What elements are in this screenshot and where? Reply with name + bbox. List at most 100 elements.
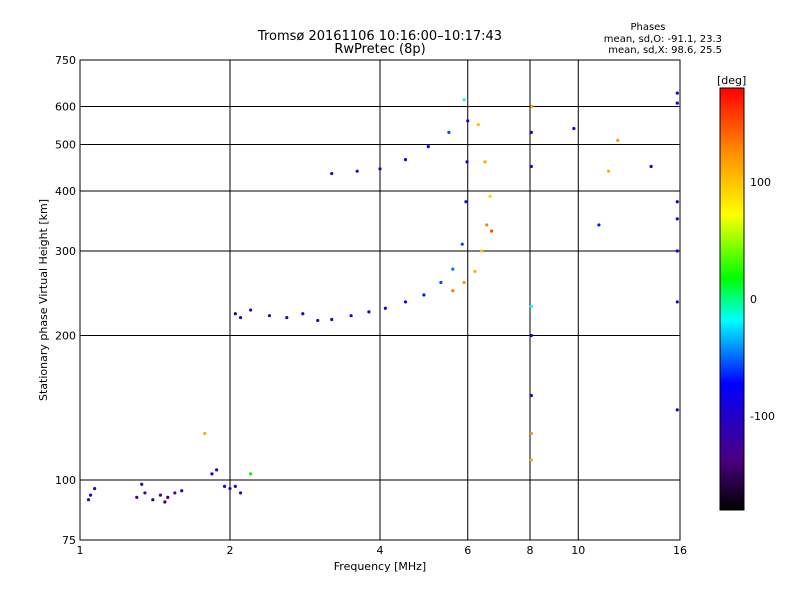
data-point (616, 138, 620, 142)
data-point (439, 280, 443, 285)
y-axis-label: Stationary phase Virtual Height [km] (37, 199, 50, 401)
data-point (355, 169, 359, 173)
x-axis-label: Frequency [MHz] (334, 560, 426, 573)
data-point (529, 431, 533, 436)
data-point (480, 249, 484, 253)
data-point (316, 318, 320, 323)
data-point (233, 484, 237, 488)
data-point (349, 314, 353, 318)
data-point (140, 482, 144, 486)
data-point (330, 317, 334, 322)
scatter-points (86, 91, 679, 504)
colorbar-tick-label: -100 (750, 410, 775, 423)
data-point (462, 280, 466, 285)
y-axis-ticks: 75 100 200 300 400 500 600 750 (55, 54, 76, 547)
data-point (163, 500, 167, 504)
data-point (215, 468, 219, 472)
data-point (203, 431, 207, 436)
y-tick-label: 750 (55, 54, 76, 67)
data-point (93, 486, 97, 491)
grid (80, 60, 680, 540)
info-line-o: mean, sd,O: -91.1, 23.3 (604, 34, 722, 45)
data-point (158, 493, 163, 497)
data-point (228, 486, 232, 491)
y-tick-label: 600 (55, 101, 76, 114)
y-tick-label: 200 (55, 330, 76, 343)
x-tick-label: 1 (77, 544, 84, 557)
x-tick-label: 2 (227, 544, 234, 557)
data-point (180, 489, 184, 493)
data-point (267, 314, 272, 318)
data-point (675, 101, 679, 105)
data-point (529, 130, 533, 134)
data-point (675, 249, 679, 253)
data-point (464, 200, 468, 204)
data-point (476, 123, 480, 127)
data-point (151, 498, 155, 502)
data-point (367, 310, 371, 314)
y-tick-label: 300 (55, 245, 76, 258)
data-point (466, 119, 470, 123)
data-point (249, 308, 253, 312)
x-tick-label: 10 (571, 544, 585, 557)
info-line-x: mean, sd,X: 98.6, 25.5 (608, 45, 722, 56)
data-point (675, 200, 679, 204)
data-point (403, 300, 408, 304)
data-point (378, 167, 382, 171)
info-heading: Phases (630, 22, 665, 33)
data-point (238, 491, 243, 495)
data-point (222, 484, 227, 488)
data-point (173, 491, 177, 495)
data-point (451, 267, 455, 271)
data-point (649, 164, 653, 169)
y-tick-label: 500 (55, 139, 76, 152)
data-point (166, 495, 170, 500)
data-point (462, 98, 466, 102)
x-tick-label: 8 (527, 544, 534, 557)
data-point (88, 493, 93, 497)
data-point (529, 393, 533, 398)
data-point (301, 312, 305, 316)
data-point (451, 289, 455, 293)
data-point (529, 304, 533, 309)
colorbar-ticks: -100 0 100 (750, 176, 775, 423)
data-point (143, 491, 147, 495)
data-point (460, 242, 464, 246)
data-point (233, 312, 237, 316)
data-point (403, 158, 408, 162)
data-point (529, 458, 533, 462)
data-point (238, 315, 243, 320)
x-tick-label: 16 (673, 544, 687, 557)
data-point (530, 104, 534, 109)
data-point (675, 300, 679, 304)
data-point (675, 408, 679, 412)
data-point (483, 160, 487, 164)
data-point (597, 223, 601, 227)
data-point (529, 333, 533, 338)
data-point (447, 130, 451, 134)
data-point (485, 223, 489, 227)
data-point (135, 495, 139, 500)
data-point (465, 160, 469, 164)
y-tick-label: 400 (55, 185, 76, 198)
data-point (285, 315, 289, 320)
y-tick-label: 100 (55, 474, 76, 487)
data-point (249, 472, 253, 476)
colorbar-tick-label: 0 (750, 293, 757, 306)
colorbar-label: [deg] (717, 74, 746, 87)
colorbar-tick-label: 100 (750, 176, 771, 189)
data-point (675, 91, 679, 95)
data-point (675, 217, 679, 221)
data-point (473, 269, 477, 274)
x-tick-label: 6 (464, 544, 471, 557)
y-tick-label: 75 (62, 534, 76, 547)
data-point (210, 472, 214, 476)
data-point (383, 306, 387, 310)
data-point (572, 126, 576, 131)
x-axis-ticks: 1 2 4 6 8 10 16 (77, 544, 688, 557)
data-point (529, 164, 533, 169)
data-point (606, 169, 611, 173)
data-point (490, 229, 494, 233)
data-point (86, 498, 91, 502)
